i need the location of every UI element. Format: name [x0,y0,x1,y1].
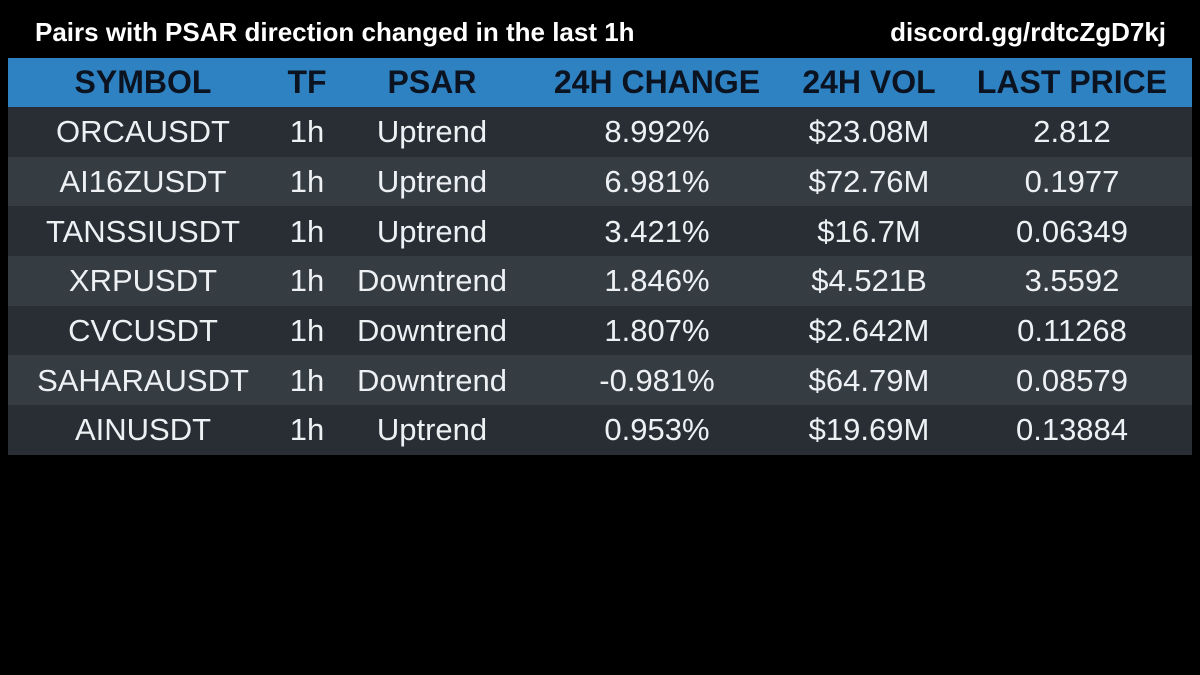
cell-psar: Downtrend [357,313,507,349]
cell-tf: 1h [289,114,325,150]
cell-symbol: TANSSIUSDT [45,213,241,249]
cell-24h-vol: $64.79M [808,362,930,398]
cell-last-price: 2.812 [1033,114,1111,150]
cell-tf: 1h [289,213,325,249]
cell-tf: 1h [289,412,325,448]
cell-symbol: SAHARAUSDT [37,362,249,398]
cell-last-price: 0.06349 [1015,213,1129,249]
cell-24h-vol: $19.69M [808,412,930,448]
cell-psar: Uptrend [376,114,488,150]
cell-24h-change: 6.981% [604,164,710,200]
cell-psar: Downtrend [357,263,507,299]
column-header-symbol: SYMBOL [74,64,212,100]
cell-tf: 1h [289,313,325,349]
psar-table-container: SYMBOL TF PSAR 24H CHANGE 24H VOL LAST P… [8,58,1192,455]
column-header-psar: PSAR [387,64,477,100]
cell-tf: 1h [289,164,325,200]
column-header-24h-change: 24H CHANGE [553,64,761,100]
column-header-24h-vol: 24H VOL [802,64,936,100]
cell-last-price: 0.1977 [1024,164,1120,200]
cell-24h-vol: $16.7M [817,213,921,249]
table-row: AI16ZUSDT 1h Uptrend 6.981% $72.76M 0.19… [8,156,1192,207]
table-row: SAHARAUSDT 1h Downtrend -0.981% $64.79M … [8,355,1192,406]
cell-24h-change: 3.421% [604,213,710,249]
table-row: ORCAUSDT 1h Uptrend 8.992% $23.08M 2.812 [8,107,1192,157]
cell-24h-change: 1.807% [604,313,710,349]
column-header-last-price: LAST PRICE [976,64,1168,100]
table-row: AINUSDT 1h Uptrend 0.953% $19.69M 0.1388… [8,405,1192,455]
page-title: Pairs with PSAR direction changed in the… [35,17,635,47]
cell-24h-change: -0.981% [599,362,715,398]
cell-24h-change: 1.846% [604,263,710,299]
cell-24h-vol: $72.76M [808,164,930,200]
cell-tf: 1h [289,263,325,299]
cell-last-price: 0.11268 [1017,313,1127,349]
cell-symbol: ORCAUSDT [56,114,230,150]
cell-psar: Downtrend [357,362,507,398]
cell-last-price: 0.13884 [1015,412,1129,448]
cell-24h-change: 0.953% [604,412,710,448]
table-row: XRPUSDT 1h Downtrend 1.846% $4.521B 3.55… [8,256,1192,306]
discord-invite-link[interactable]: discord.gg/rdtcZgD7kj [890,17,1166,47]
cell-24h-vol: $23.08M [808,114,930,150]
cell-24h-change: 8.992% [604,114,710,150]
cell-symbol: AINUSDT [74,412,212,448]
cell-tf: 1h [289,362,325,398]
top-bar: Pairs with PSAR direction changed in the… [0,0,1200,60]
cell-last-price: 3.5592 [1024,263,1120,299]
table-row: TANSSIUSDT 1h Uptrend 3.421% $16.7M 0.06… [8,206,1192,257]
psar-table: SYMBOL TF PSAR 24H CHANGE 24H VOL LAST P… [8,58,1192,455]
table-header-row: SYMBOL TF PSAR 24H CHANGE 24H VOL LAST P… [8,58,1192,107]
cell-psar: Uptrend [376,213,488,249]
cell-symbol: CVCUSDT [68,313,218,349]
table-row: CVCUSDT 1h Downtrend 1.807% $2.642M 0.11… [8,305,1192,356]
cell-symbol: AI16ZUSDT [59,164,227,200]
column-header-tf: TF [287,64,327,100]
cell-last-price: 0.08579 [1015,362,1129,398]
cell-24h-vol: $4.521B [811,263,927,299]
cell-24h-vol: $2.642M [808,313,930,349]
cell-psar: Uptrend [376,164,488,200]
cell-psar: Uptrend [376,412,488,448]
cell-symbol: XRPUSDT [68,263,218,299]
